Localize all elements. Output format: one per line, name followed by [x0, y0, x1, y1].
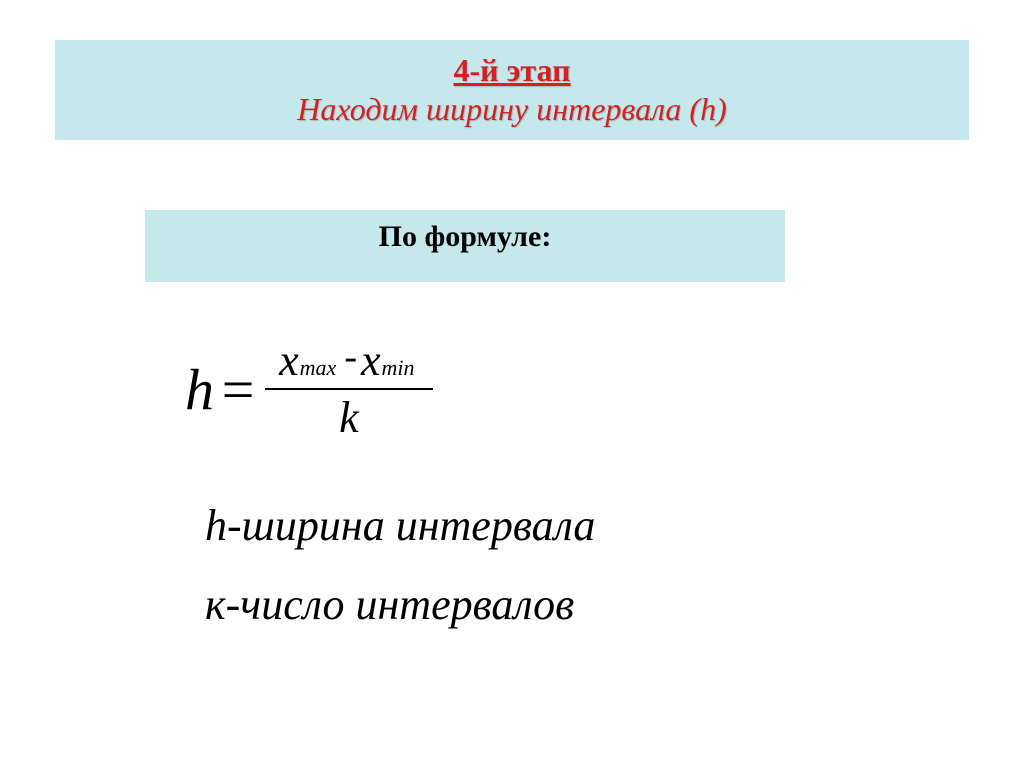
formula-label-box: По формуле:	[145, 210, 785, 282]
numerator-var2: х	[361, 335, 381, 386]
numerator-sub2: min	[382, 355, 415, 381]
definitions-section: h-ширина интервала к-число интервалов	[205, 500, 595, 658]
formula-equals: =	[218, 356, 257, 423]
formula-variable-h: h	[185, 356, 214, 423]
definition-h: h-ширина интервала	[205, 500, 595, 551]
stage-subtitle: Находим ширину интервала (h)	[297, 91, 726, 128]
definition-k: к-число интервалов	[205, 579, 595, 630]
formula-denominator: k	[339, 390, 359, 443]
numerator-sub1: max	[300, 355, 337, 381]
formula-equation: h = х max - х min k	[185, 335, 433, 443]
formula-label: По формуле:	[379, 220, 552, 254]
formula-fraction: х max - х min k	[265, 335, 432, 443]
numerator-var1: х	[279, 335, 299, 386]
numerator-operator: -	[344, 335, 357, 379]
formula-section: h = х max - х min k	[185, 335, 433, 443]
stage-title: 4-й этап	[453, 52, 570, 89]
formula-numerator: х max - х min	[265, 335, 432, 390]
header-box: 4-й этап Находим ширину интервала (h)	[55, 40, 969, 140]
